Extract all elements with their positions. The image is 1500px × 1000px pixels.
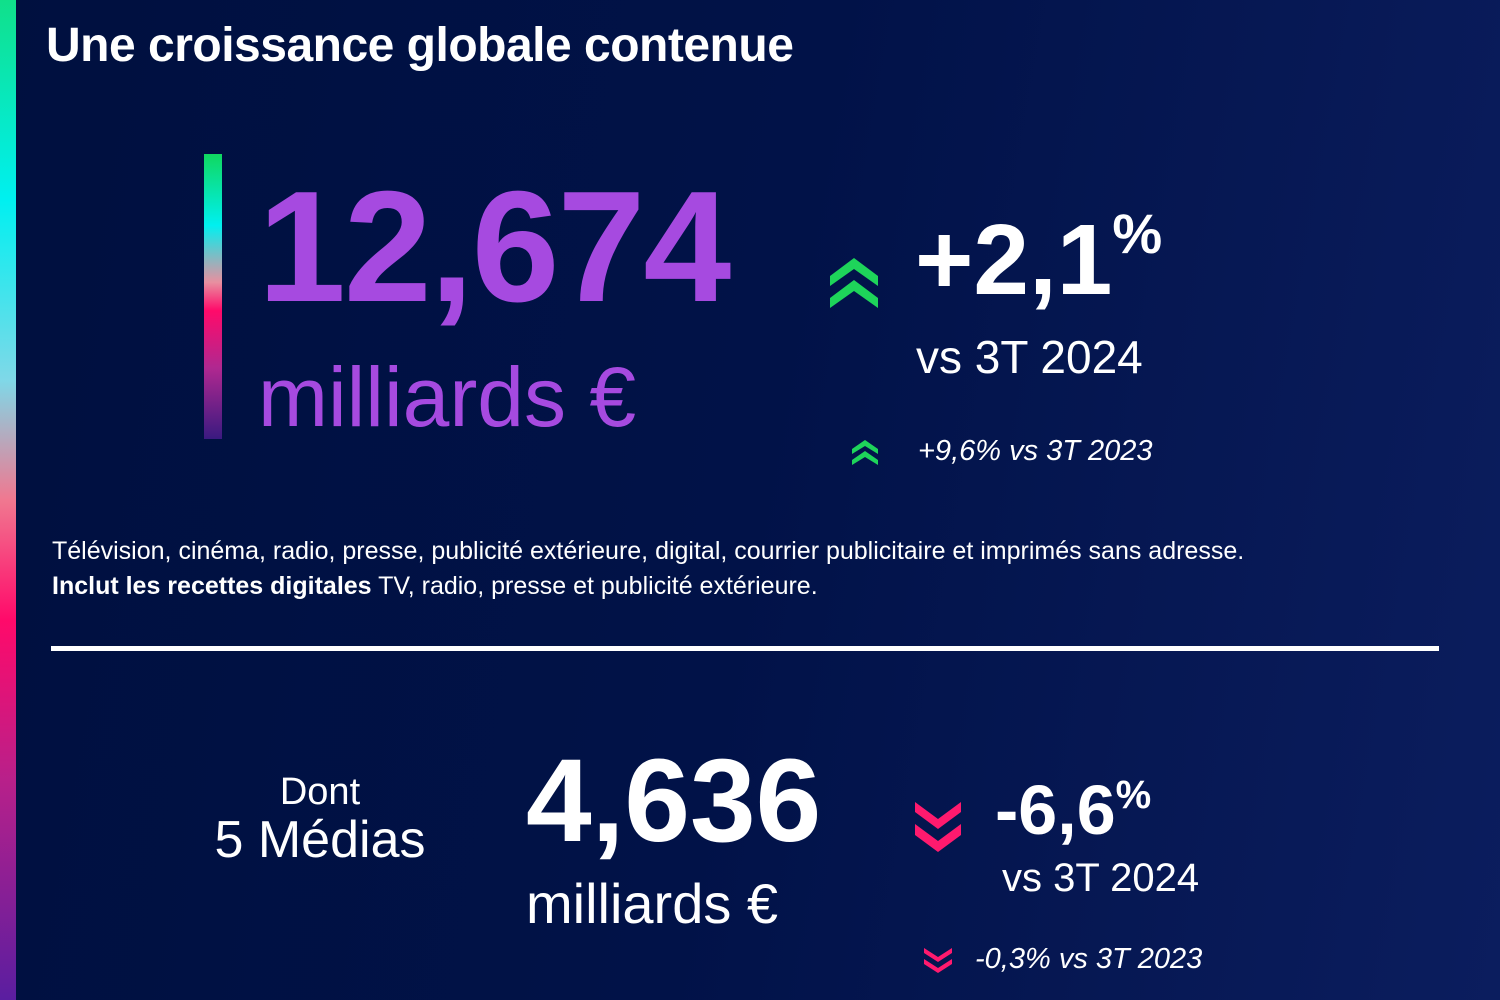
total-secondary-change: +9,6% vs 3T 2023	[918, 435, 1153, 467]
medias-change: -6,6%	[995, 775, 1151, 845]
gradient-edge-bar	[0, 0, 16, 1000]
medias-value: 4,636	[526, 735, 822, 867]
description-bold: Inclut les recettes digitales	[52, 572, 372, 600]
medias-label-line2: 5 Médias	[214, 810, 426, 869]
medias-label: Dont 5 Médias	[205, 771, 435, 869]
description-line2: Inclut les recettes digitales TV, radio,…	[52, 569, 1244, 604]
divider	[51, 646, 1439, 651]
total-unit: milliards €	[258, 350, 637, 444]
total-change-value: +2,1	[915, 204, 1113, 316]
gradient-accent-bar	[204, 154, 222, 439]
medias-change-ref: vs 3T 2024	[1002, 856, 1200, 900]
percent-sign: %	[1112, 202, 1163, 265]
description: Télévision, cinéma, radio, presse, publi…	[52, 534, 1244, 604]
page-title: Une croissance globale contenue	[46, 19, 794, 72]
medias-change-value: -6,6	[995, 771, 1116, 849]
medias-unit: milliards €	[526, 872, 779, 935]
total-value: 12,674	[258, 159, 731, 335]
total-change-ref: vs 3T 2024	[916, 331, 1143, 383]
double-chevron-down-icon	[924, 948, 952, 973]
double-chevron-up-icon	[852, 440, 878, 465]
medias-secondary-change: -0,3% vs 3T 2023	[975, 943, 1203, 975]
medias-label-line1: Dont	[279, 771, 361, 813]
double-chevron-down-icon	[915, 802, 961, 852]
double-chevron-up-icon	[830, 256, 878, 308]
description-rest: TV, radio, presse et publicité extérieur…	[371, 572, 818, 600]
total-change: +2,1%	[915, 206, 1162, 311]
percent-sign: %	[1115, 773, 1152, 817]
description-line1: Télévision, cinéma, radio, presse, publi…	[52, 537, 1245, 565]
